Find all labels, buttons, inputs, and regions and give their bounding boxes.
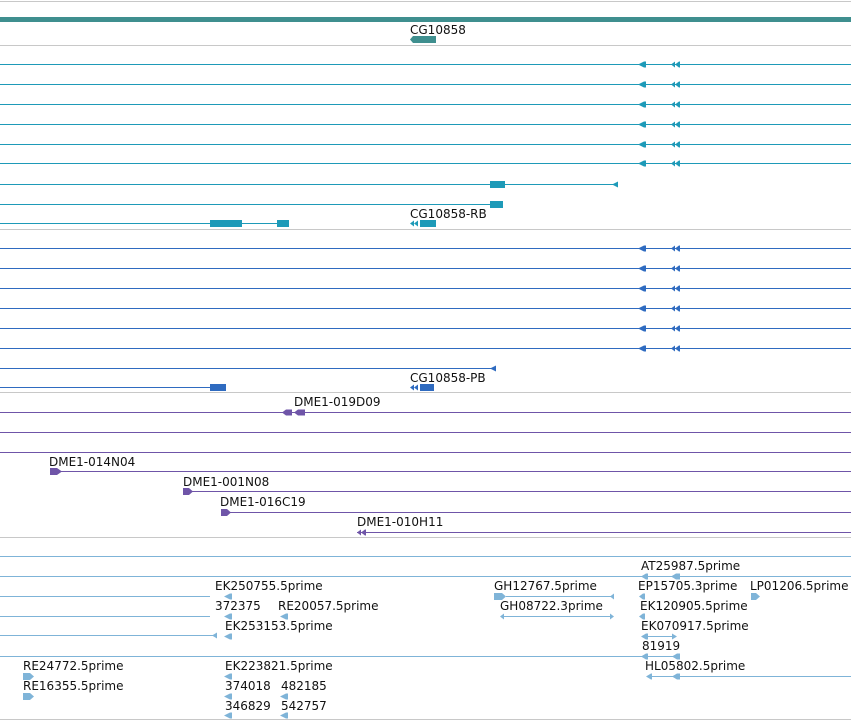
gene-feature[interactable] [410,36,436,43]
est-label[interactable]: 346829 [225,699,271,713]
est-label[interactable]: EK223821.5prime [225,659,333,673]
transcript-row[interactable] [0,141,851,148]
est-feature[interactable] [751,593,760,600]
transcript-row[interactable] [0,325,851,332]
est-feature[interactable] [280,712,288,719]
clone-row[interactable] [50,468,851,475]
est-feature[interactable] [646,673,652,680]
est-label[interactable]: 482185 [281,679,327,693]
transcript-track-rb: CG10858-RB [0,61,851,227]
est-feature[interactable] [224,613,232,620]
clone-label[interactable]: DME1-010H11 [357,515,443,529]
clone-label[interactable]: DME1-001N08 [183,475,269,489]
est-label[interactable]: HL05802.5prime [645,659,745,673]
est-feature[interactable] [641,633,648,640]
est-label[interactable]: RE24772.5prime [23,659,124,673]
gene-track: CG10858 [0,17,851,43]
est-feature[interactable] [224,712,232,719]
gene-label[interactable]: CG10858 [410,23,466,37]
transcript-row[interactable] [0,181,618,188]
est-feature[interactable] [224,693,232,700]
est-labels: AT25987.5prime EK250755.5prime GH12767.5… [23,559,849,713]
transcript-row[interactable] [0,384,434,391]
transcript-row[interactable] [0,81,851,88]
transcript-row[interactable] [0,245,851,252]
clone-track: DME1-019D09 DME1-014N04 DME1-001N08 DME1… [0,395,851,536]
est-feature[interactable] [23,693,34,700]
clone-label[interactable]: DME1-019D09 [294,395,381,409]
transcript-row[interactable] [0,365,496,372]
est-feature[interactable] [224,593,232,600]
est-track [0,556,851,719]
est-label[interactable]: EK070917.5prime [641,619,749,633]
est-feature[interactable] [639,613,645,620]
clone-row[interactable] [0,409,851,416]
clone-row[interactable] [221,509,851,516]
est-label[interactable]: RE20057.5prime [278,599,379,613]
transcript-row[interactable] [0,61,851,68]
est-label[interactable]: EK120905.5prime [640,599,748,613]
est-label[interactable]: AT25987.5prime [641,559,740,573]
transcript-row[interactable] [0,101,851,108]
est-feature[interactable] [671,573,680,580]
clone-row[interactable] [183,488,851,495]
est-label[interactable]: 81919 [642,639,680,653]
transcript-track-pb: CG10858-PB [0,245,851,391]
clone-label[interactable]: DME1-016C19 [220,495,306,509]
est-label[interactable]: GH12767.5prime [494,579,597,593]
est-feature[interactable] [280,613,288,620]
est-label[interactable]: LP01206.5prime [750,579,849,593]
est-label[interactable]: EP15705.3prime [638,579,737,593]
est-feature[interactable] [639,593,645,600]
est-feature[interactable] [672,673,680,680]
est-feature[interactable] [224,633,232,640]
est-feature[interactable] [280,693,288,700]
est-label[interactable]: 374018 [225,679,271,693]
transcript-row[interactable] [0,201,503,208]
transcript-label-pb[interactable]: CG10858-PB [410,371,486,385]
clone-label[interactable]: DME1-014N04 [49,455,135,469]
transcript-label-rb[interactable]: CG10858-RB [410,207,487,221]
transcript-row[interactable] [0,285,851,292]
gene-span-bar[interactable] [0,17,851,22]
transcript-row[interactable] [0,305,851,312]
est-feature[interactable] [224,673,232,680]
est-label[interactable]: EK253153.5prime [225,619,333,633]
est-label[interactable]: 372375 [215,599,261,613]
est-feature[interactable] [641,573,648,580]
transcript-row[interactable] [0,345,851,352]
est-feature[interactable] [23,673,34,680]
est-label[interactable]: 542757 [281,699,327,713]
est-label[interactable]: EK250755.5prime [215,579,323,593]
transcript-row[interactable] [0,265,851,272]
est-feature[interactable] [212,632,217,639]
est-label[interactable]: RE16355.5prime [23,679,124,693]
est-feature[interactable] [641,653,648,660]
est-feature[interactable] [672,653,680,660]
est-feature[interactable] [494,593,506,600]
transcript-row[interactable] [0,121,851,128]
transcript-row[interactable] [0,220,436,227]
est-label[interactable]: GH08722.3prime [500,599,603,613]
clone-row[interactable] [357,529,851,536]
transcript-row[interactable] [0,160,851,167]
